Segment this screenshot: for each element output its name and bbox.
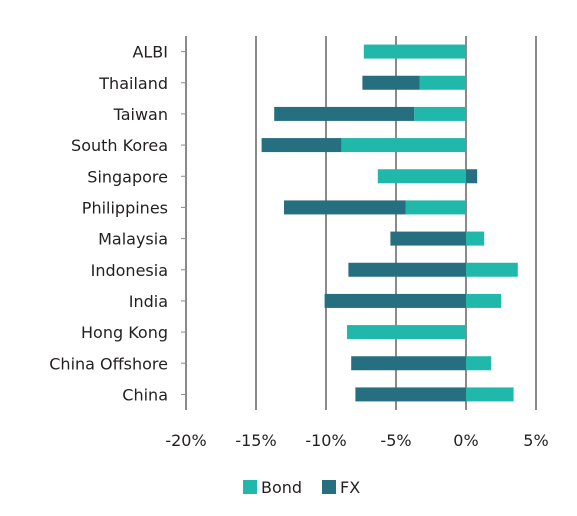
bar-fx — [284, 200, 406, 215]
category-label: Thailand — [98, 74, 168, 93]
bar-fx — [362, 75, 420, 90]
category-label: Philippines — [82, 198, 168, 217]
category-label: Malaysia — [98, 230, 168, 249]
category-label: Hong Kong — [81, 323, 168, 342]
legend-swatch-bond — [243, 480, 257, 494]
bar-fx — [351, 356, 466, 371]
bar-bond — [419, 75, 466, 90]
bar-bond — [414, 106, 466, 121]
category-label: ALBI — [132, 43, 168, 62]
category-label: South Korea — [71, 136, 168, 155]
bar-bond — [466, 387, 514, 402]
x-tick-label: 5% — [523, 431, 548, 450]
bar-bond — [466, 262, 518, 277]
bar-bond — [377, 169, 466, 184]
bar-bond — [466, 293, 501, 308]
legend-swatch-fx — [322, 480, 336, 494]
category-label: China Offshore — [49, 354, 168, 373]
bar-fx — [466, 169, 478, 184]
category-label: Singapore — [87, 167, 168, 186]
bar-bond — [466, 231, 485, 246]
bar-bond — [347, 325, 466, 340]
category-label: China — [122, 385, 168, 404]
legend-label-fx: FX — [340, 478, 360, 497]
bar-bond — [341, 138, 466, 153]
x-tick-label: -5% — [380, 431, 411, 450]
legend-label-bond: Bond — [261, 478, 302, 497]
bar-fx — [348, 262, 466, 277]
bar-fx — [390, 231, 466, 246]
bar-fx — [261, 138, 342, 153]
x-tick-label: -20% — [165, 431, 206, 450]
bar-bond — [405, 200, 466, 215]
bar-bond — [466, 356, 492, 371]
category-label: Taiwan — [113, 105, 168, 124]
bar-fx — [324, 293, 466, 308]
category-label: Indonesia — [91, 261, 168, 280]
bar-bond — [363, 44, 466, 59]
x-tick-label: -15% — [235, 431, 276, 450]
x-tick-label: 0% — [453, 431, 478, 450]
bar-fx — [274, 106, 415, 121]
bar-fx — [355, 387, 466, 402]
category-label: India — [129, 292, 168, 311]
x-tick-label: -10% — [305, 431, 346, 450]
